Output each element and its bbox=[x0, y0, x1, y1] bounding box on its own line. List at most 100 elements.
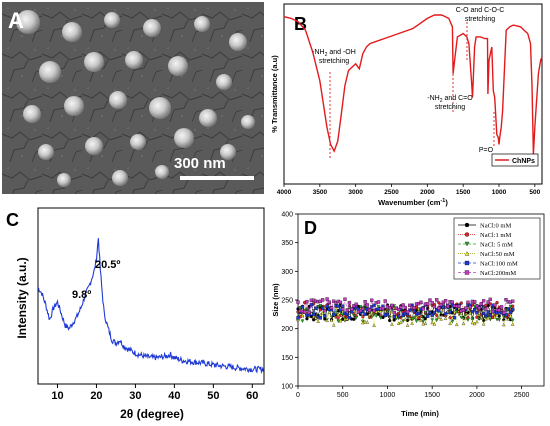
size-data-point bbox=[475, 311, 479, 315]
nanoparticle bbox=[23, 105, 41, 123]
size-data-point bbox=[457, 304, 461, 309]
size-data-point bbox=[405, 310, 410, 314]
ftir-annot-nh2-co-2: stretching bbox=[435, 104, 465, 111]
size-data-point bbox=[399, 320, 403, 324]
nanoparticle bbox=[85, 137, 103, 155]
size-data-point bbox=[336, 319, 340, 324]
size-data-point bbox=[423, 310, 428, 315]
xrd-y-axis-label: Intensity (a.u.) bbox=[15, 257, 29, 338]
size-data-point bbox=[495, 300, 499, 305]
nanoparticle bbox=[229, 33, 247, 51]
ftir-series-line bbox=[283, 14, 543, 155]
ftir-x-tick-label: 2000 bbox=[420, 189, 435, 196]
sem-background bbox=[2, 2, 264, 194]
size-legend-label: NaCl:1 mM bbox=[480, 232, 511, 239]
size-data-point bbox=[461, 308, 466, 312]
size-data-point bbox=[372, 323, 376, 327]
size-data-point bbox=[354, 305, 358, 310]
size-data-point bbox=[432, 304, 437, 309]
size-data-point bbox=[511, 307, 515, 312]
size-data-point bbox=[352, 314, 356, 318]
size-data-point bbox=[399, 305, 403, 309]
size-data-point bbox=[448, 308, 452, 313]
size-data-point bbox=[300, 313, 305, 318]
size-data-point bbox=[430, 313, 434, 317]
size-y-tick-label: 250 bbox=[281, 298, 293, 305]
size-data-point bbox=[385, 310, 390, 314]
ftir-annot-nh2-oh-2: stretching bbox=[319, 58, 349, 65]
size-data-point bbox=[466, 300, 470, 305]
size-data-point bbox=[412, 315, 417, 320]
size-data-point bbox=[468, 305, 472, 309]
size-data-point bbox=[367, 312, 372, 316]
nanoparticle bbox=[199, 109, 217, 127]
size-data-point bbox=[408, 316, 412, 320]
size-data-point bbox=[363, 312, 367, 316]
size-data-point bbox=[477, 317, 481, 321]
xrd-chart: C Intensity (a.u.) 2θ (degree) 10 20 30 40 5… bbox=[6, 207, 265, 421]
size-data-point bbox=[372, 309, 376, 313]
size-data-point bbox=[439, 317, 443, 321]
ftir-legend bbox=[491, 153, 539, 167]
nanoparticle bbox=[16, 10, 40, 34]
size-data-point bbox=[461, 321, 466, 326]
nanoparticle bbox=[104, 12, 120, 28]
nanoparticle bbox=[168, 56, 188, 76]
size-data-point bbox=[473, 307, 477, 312]
size-data-point bbox=[475, 315, 479, 319]
size-data-point bbox=[437, 306, 441, 310]
nanoparticle bbox=[109, 91, 127, 109]
size-data-point bbox=[361, 307, 365, 311]
size-data-point bbox=[341, 304, 345, 308]
xrd-x-tick-label: 30 bbox=[129, 390, 141, 402]
size-data-point bbox=[401, 319, 405, 323]
size-data-point bbox=[338, 318, 343, 323]
nanoparticle bbox=[143, 19, 161, 37]
xrd-peak-2-label: 20.5º bbox=[95, 259, 120, 271]
size-data-point bbox=[410, 321, 414, 325]
size-data-point bbox=[388, 305, 392, 310]
size-data-point bbox=[430, 318, 434, 323]
size-data-point bbox=[305, 307, 309, 312]
size-legend-label: NaCl:0 mM bbox=[480, 223, 511, 230]
size-data-point bbox=[345, 312, 349, 317]
size-data-point bbox=[481, 299, 486, 303]
size-data-point bbox=[403, 317, 408, 321]
size-data-point bbox=[470, 310, 475, 314]
size-data-point bbox=[484, 307, 488, 311]
size-data-point bbox=[446, 304, 450, 309]
size-data-point bbox=[405, 323, 410, 327]
ftir-x-tick-label: 3500 bbox=[313, 189, 328, 196]
ftir-x-tick-label: 4000 bbox=[277, 189, 292, 196]
size-data-point bbox=[490, 309, 495, 314]
size-data-point bbox=[437, 315, 441, 319]
size-data-point bbox=[392, 314, 396, 319]
size-data-point bbox=[473, 300, 477, 304]
size-data-point bbox=[455, 322, 459, 327]
size-data-point bbox=[461, 317, 466, 321]
nanoparticle bbox=[84, 52, 104, 72]
size-data-point bbox=[414, 315, 419, 319]
size-data-point bbox=[314, 306, 318, 310]
nanoparticle bbox=[174, 128, 194, 148]
ftir-x-tick-label: 2500 bbox=[384, 189, 399, 196]
ftir-x-ticks: 4000 3500 3000 2500 2000 1500 1000 500 bbox=[277, 184, 541, 196]
size-data-point bbox=[350, 307, 354, 311]
size-series-group bbox=[296, 297, 515, 315]
size-data-point bbox=[347, 300, 352, 305]
size-data-point bbox=[298, 312, 302, 316]
size-data-point bbox=[334, 305, 338, 310]
size-data-point bbox=[341, 307, 345, 311]
size-data-point bbox=[426, 314, 430, 318]
size-data-point bbox=[475, 319, 479, 324]
nanoparticle bbox=[57, 173, 71, 187]
size-data-point bbox=[493, 303, 497, 307]
size-legend: NaCl:0 mM NaCl:1 mM NaCl: 5 mM NaCl:50 mM Na… bbox=[453, 217, 541, 280]
nanoparticle bbox=[130, 134, 146, 150]
size-data-point bbox=[459, 311, 463, 315]
size-data-point bbox=[388, 318, 392, 323]
size-data-point bbox=[439, 303, 443, 307]
size-data-point bbox=[484, 313, 488, 318]
panel-c-label: C bbox=[6, 210, 19, 230]
nanoparticle bbox=[39, 61, 61, 83]
